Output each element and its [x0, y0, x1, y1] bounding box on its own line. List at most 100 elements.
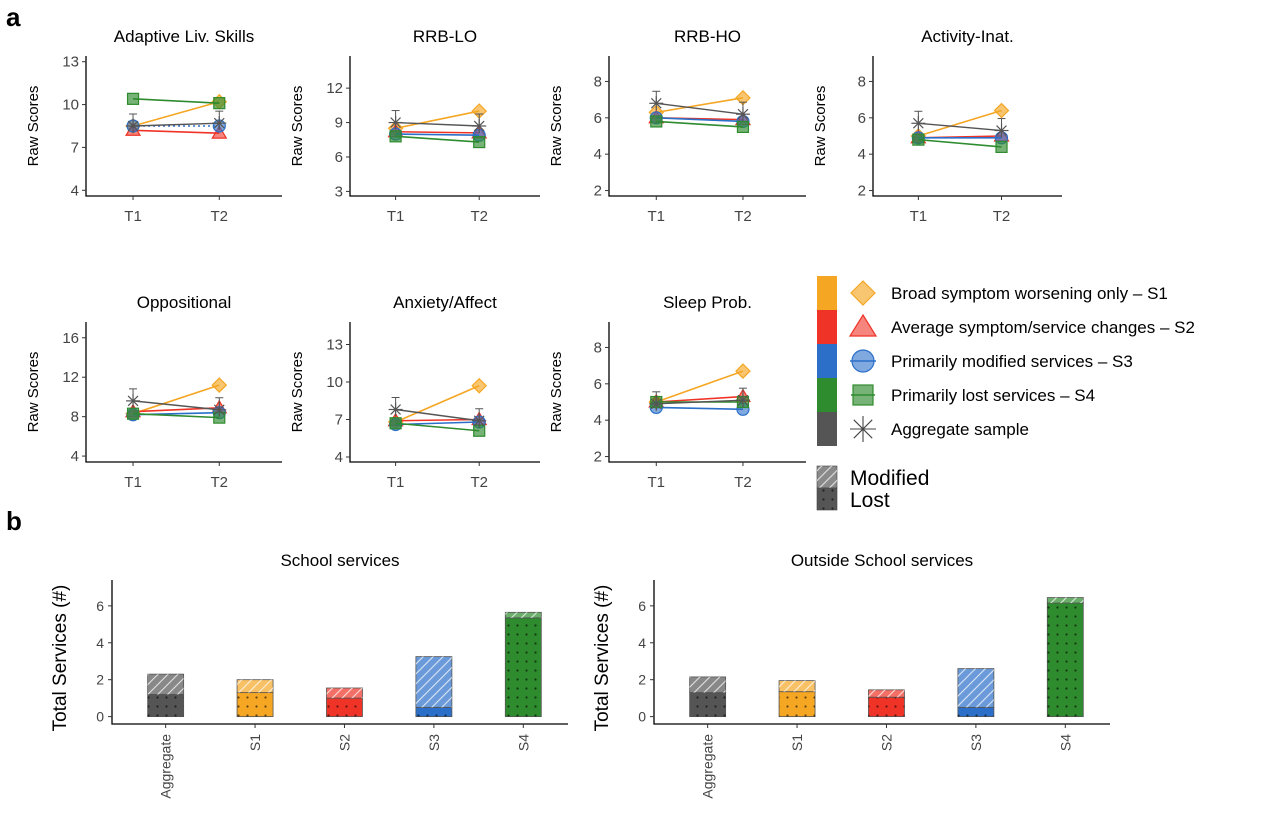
bar-pattern-lost — [957, 707, 994, 717]
data-point — [912, 133, 925, 146]
data-point — [735, 393, 750, 408]
y-tick-label: 4 — [71, 182, 79, 199]
data-point — [735, 107, 750, 122]
bar-pattern-lost — [505, 617, 542, 717]
series-line — [395, 135, 480, 143]
series-line — [656, 370, 744, 403]
y-tick-label: 2 — [638, 672, 646, 688]
legend-item-s1: Broad symptom worsening only – S1 — [817, 276, 1168, 310]
bar-pattern-lost — [237, 692, 274, 717]
legend-pattern-modified: Modified — [816, 465, 929, 490]
data-point — [995, 140, 1008, 154]
y-tick-label: 4 — [638, 635, 646, 651]
y-axis-title: Raw Scores — [548, 352, 565, 433]
y-tick-label: 2 — [858, 183, 866, 200]
data-point — [736, 120, 750, 134]
legend-pattern-fill — [817, 488, 837, 510]
y-tick-label: 13 — [326, 337, 343, 354]
y-axis-title: Raw Scores — [812, 86, 829, 167]
series-s1 — [387, 103, 488, 137]
series-aggregate — [649, 387, 750, 411]
data-point — [211, 377, 228, 393]
y-tick-label: 8 — [71, 409, 79, 426]
y-axis-title: Raw Scores — [25, 352, 42, 433]
bar-pattern-modified — [415, 656, 452, 708]
legend-label: Average symptom/service changes – S2 — [891, 318, 1195, 337]
axis-lines — [349, 322, 540, 463]
axis-lines — [653, 580, 1110, 725]
data-point — [472, 119, 487, 133]
bar-pattern-modified — [237, 679, 274, 693]
series-line — [395, 418, 480, 422]
legend-swatch — [817, 344, 837, 378]
y-tick-label: 8 — [594, 73, 602, 90]
legend-marker-triangle — [848, 313, 878, 337]
y-tick-label: 16 — [62, 330, 79, 347]
bar-s3 — [415, 656, 453, 718]
series-line — [656, 97, 744, 114]
y-axis-title: Raw Scores — [548, 86, 565, 167]
data-point — [473, 135, 486, 149]
x-tick-label: T2 — [993, 208, 1011, 225]
bar-s2 — [326, 687, 363, 718]
series-line — [395, 110, 480, 130]
y-tick-label: 8 — [858, 73, 866, 90]
x-tick-label: Aggregate — [158, 734, 174, 799]
y-tick-label: 6 — [858, 110, 866, 127]
x-tick-label: T2 — [470, 208, 488, 225]
data-point — [993, 102, 1010, 119]
series-s4 — [389, 130, 486, 149]
x-tick-label: S4 — [515, 734, 531, 751]
line-panel-rrb-ho: RRB-HO Raw Scores 2 4 6 8 T1 T2 — [548, 27, 806, 225]
data-point — [994, 123, 1009, 138]
bar-s1 — [778, 680, 816, 718]
legend-item-s4: Primarily lost services – S4 — [817, 378, 1095, 412]
series-line — [656, 406, 743, 411]
y-axis-title: Total Services (#) — [592, 585, 613, 732]
x-tick-label: T1 — [648, 208, 666, 225]
bar-s2 — [868, 689, 905, 718]
series-line — [133, 98, 220, 104]
legend-item-s3: Primarily modified services – S3 — [817, 344, 1133, 378]
data-point — [650, 115, 663, 128]
series-aggregate — [126, 110, 227, 133]
legend: Broad symptom worsening only – S1 Average… — [816, 276, 1195, 512]
series-line — [656, 117, 743, 123]
series-line — [133, 122, 220, 127]
data-point — [911, 116, 926, 131]
bar-pattern-modified — [505, 612, 542, 618]
axis-lines — [85, 56, 282, 197]
bar-pattern-lost — [779, 691, 816, 717]
x-tick-label: T2 — [470, 474, 488, 491]
x-tick-label: S2 — [878, 734, 894, 751]
y-tick-label: 2 — [594, 449, 602, 466]
series-line — [656, 102, 744, 115]
bar-pattern-lost — [147, 694, 184, 717]
y-axis-title: Total Services (#) — [50, 585, 71, 732]
legend-marker-diamond — [850, 280, 876, 306]
legend-pattern-label: Modified — [850, 467, 929, 490]
axis-lines — [349, 56, 540, 197]
legend-pattern-label: Lost — [850, 489, 890, 512]
line-panel-sleep-prob: Sleep Prob. Raw Scores 2 4 6 8 T1 T2 — [548, 293, 806, 491]
bar-pattern-modified — [689, 676, 726, 693]
data-point — [126, 393, 141, 408]
bar-pattern-lost — [689, 692, 726, 717]
panel-title: Anxiety/Affect — [393, 293, 497, 312]
y-tick-label: 12 — [62, 369, 79, 386]
y-tick-label: 6 — [335, 149, 343, 166]
bar-pattern-lost — [326, 698, 363, 717]
series-line — [395, 133, 480, 136]
y-tick-label: 6 — [96, 598, 104, 614]
bar-pattern-lost — [1047, 603, 1084, 717]
y-axis-title: Raw Scores — [25, 86, 42, 167]
bar-panel-school-services: School services Total Services (#) 0 2 4 6 Agg… — [50, 551, 568, 799]
data-point — [388, 402, 403, 417]
line-panel-anxiety-affect: Anxiety/Affect Raw Scores 4 7 10 13 T1 T2 — [289, 293, 540, 491]
x-tick-label: S4 — [1057, 734, 1073, 751]
legend-pattern-lost: Lost — [816, 487, 890, 512]
y-tick-label: 6 — [594, 110, 602, 127]
data-point — [388, 115, 403, 130]
bar-pattern-modified — [779, 680, 816, 692]
y-tick-label: 7 — [335, 412, 343, 429]
